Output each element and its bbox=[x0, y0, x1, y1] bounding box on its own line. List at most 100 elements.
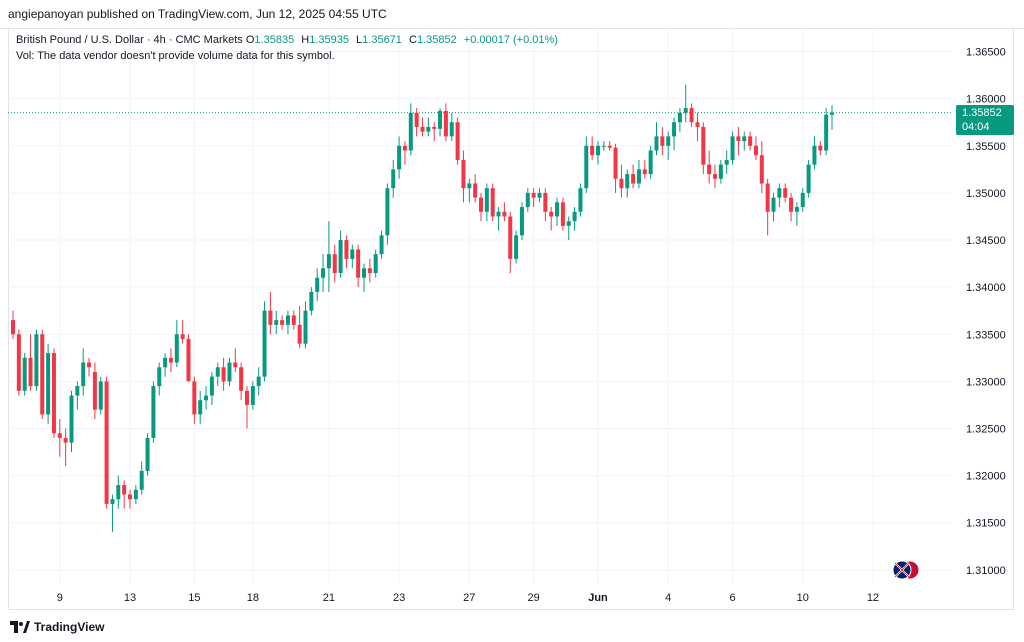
candle-body bbox=[607, 145, 612, 148]
x-tick-label: 6 bbox=[729, 592, 735, 604]
candle-body bbox=[28, 357, 33, 387]
candle-body bbox=[619, 178, 624, 189]
x-tick-label: 29 bbox=[528, 592, 540, 604]
candle bbox=[683, 84, 688, 123]
candle-body bbox=[221, 367, 226, 382]
candle-body bbox=[63, 437, 68, 443]
candle-body bbox=[748, 136, 753, 146]
candle-body bbox=[262, 310, 267, 377]
candle bbox=[414, 108, 419, 137]
candle-body bbox=[268, 310, 273, 325]
x-tick-label: 27 bbox=[463, 592, 475, 604]
candle-body bbox=[666, 136, 671, 146]
candle bbox=[537, 188, 542, 203]
candle-body bbox=[338, 240, 343, 274]
uk-us-flag-icon[interactable] bbox=[892, 560, 920, 580]
candle-body bbox=[625, 174, 630, 189]
candle-body bbox=[157, 367, 162, 387]
candle bbox=[455, 117, 460, 165]
candle bbox=[303, 301, 308, 349]
candle-body bbox=[256, 376, 261, 387]
candle-body bbox=[525, 192, 530, 208]
candle bbox=[596, 141, 600, 165]
candle-body bbox=[110, 499, 115, 504]
candle-body bbox=[34, 334, 39, 387]
last-price-value: 1.35852 bbox=[962, 106, 1002, 119]
candle bbox=[479, 192, 483, 222]
y-tick-label: 1.36500 bbox=[966, 47, 1006, 59]
candle-body bbox=[391, 169, 396, 189]
candle-body bbox=[75, 386, 80, 396]
candle-body bbox=[321, 268, 326, 278]
candle bbox=[16, 329, 21, 396]
candle-body bbox=[163, 357, 168, 368]
candle bbox=[748, 131, 753, 151]
candle bbox=[824, 108, 829, 156]
candle-body bbox=[362, 268, 366, 278]
candle bbox=[75, 381, 80, 410]
candle-body bbox=[794, 207, 799, 212]
candle-body bbox=[724, 159, 729, 165]
candle-body bbox=[759, 155, 764, 184]
candle bbox=[297, 306, 302, 349]
candle-body bbox=[344, 240, 349, 259]
candle bbox=[192, 376, 197, 424]
candle-body bbox=[81, 362, 86, 387]
candle bbox=[402, 141, 407, 165]
candle-body bbox=[245, 390, 249, 405]
candle-body bbox=[145, 437, 150, 471]
candle bbox=[285, 310, 290, 335]
candle-body bbox=[584, 145, 589, 189]
candle-body bbox=[549, 211, 554, 217]
candle-body bbox=[771, 197, 776, 212]
candle-body bbox=[818, 145, 823, 151]
candle bbox=[666, 131, 671, 160]
candle bbox=[315, 268, 320, 302]
candle bbox=[81, 348, 86, 396]
candle bbox=[87, 357, 92, 377]
y-tick-label: 1.33000 bbox=[966, 376, 1006, 388]
candle-body bbox=[531, 192, 536, 198]
candle bbox=[233, 348, 238, 372]
time-axis[interactable]: 9 13 15 18 21 23 27 29 Jun 4 6 10 12 bbox=[57, 592, 879, 604]
candle bbox=[174, 320, 179, 368]
candle-body bbox=[555, 202, 560, 217]
candle-body bbox=[303, 310, 308, 344]
candle bbox=[806, 159, 811, 198]
price-axis[interactable]: 1.36500 1.36000 1.35500 1.35000 1.34500 1.340… bbox=[966, 47, 1006, 577]
legend-open: 1.35835 bbox=[254, 34, 295, 46]
candle-body bbox=[789, 197, 794, 212]
legend-low-label: L bbox=[356, 34, 363, 46]
y-tick-label: 1.34500 bbox=[966, 235, 1006, 247]
candle-body bbox=[695, 122, 700, 127]
candle bbox=[730, 131, 735, 165]
candle-body bbox=[432, 126, 437, 129]
candle bbox=[742, 131, 747, 151]
candle bbox=[818, 141, 823, 156]
legend-open-label: O bbox=[245, 34, 255, 46]
legend-symbol[interactable]: British Pound / U.S. Dollar · 4h · CMC M… bbox=[16, 34, 243, 46]
candle-body bbox=[426, 126, 431, 132]
candle-body bbox=[590, 145, 595, 156]
candle bbox=[794, 202, 799, 226]
candle bbox=[268, 291, 273, 335]
candle-body bbox=[701, 126, 706, 165]
candle bbox=[332, 244, 337, 283]
x-tick-label: 10 bbox=[797, 592, 809, 604]
tradingview-logo[interactable]: TradingView bbox=[10, 618, 104, 636]
candle bbox=[133, 485, 138, 504]
candle bbox=[245, 386, 249, 429]
candle bbox=[677, 108, 682, 132]
candle bbox=[736, 126, 741, 156]
candle bbox=[28, 334, 33, 391]
candle bbox=[613, 143, 618, 193]
candle bbox=[46, 343, 51, 424]
candle-body bbox=[186, 338, 191, 382]
candle bbox=[636, 159, 641, 189]
candle bbox=[139, 461, 144, 495]
candle-body bbox=[672, 122, 677, 137]
candle bbox=[519, 202, 524, 241]
candle bbox=[467, 178, 472, 203]
candle-body bbox=[350, 249, 355, 259]
